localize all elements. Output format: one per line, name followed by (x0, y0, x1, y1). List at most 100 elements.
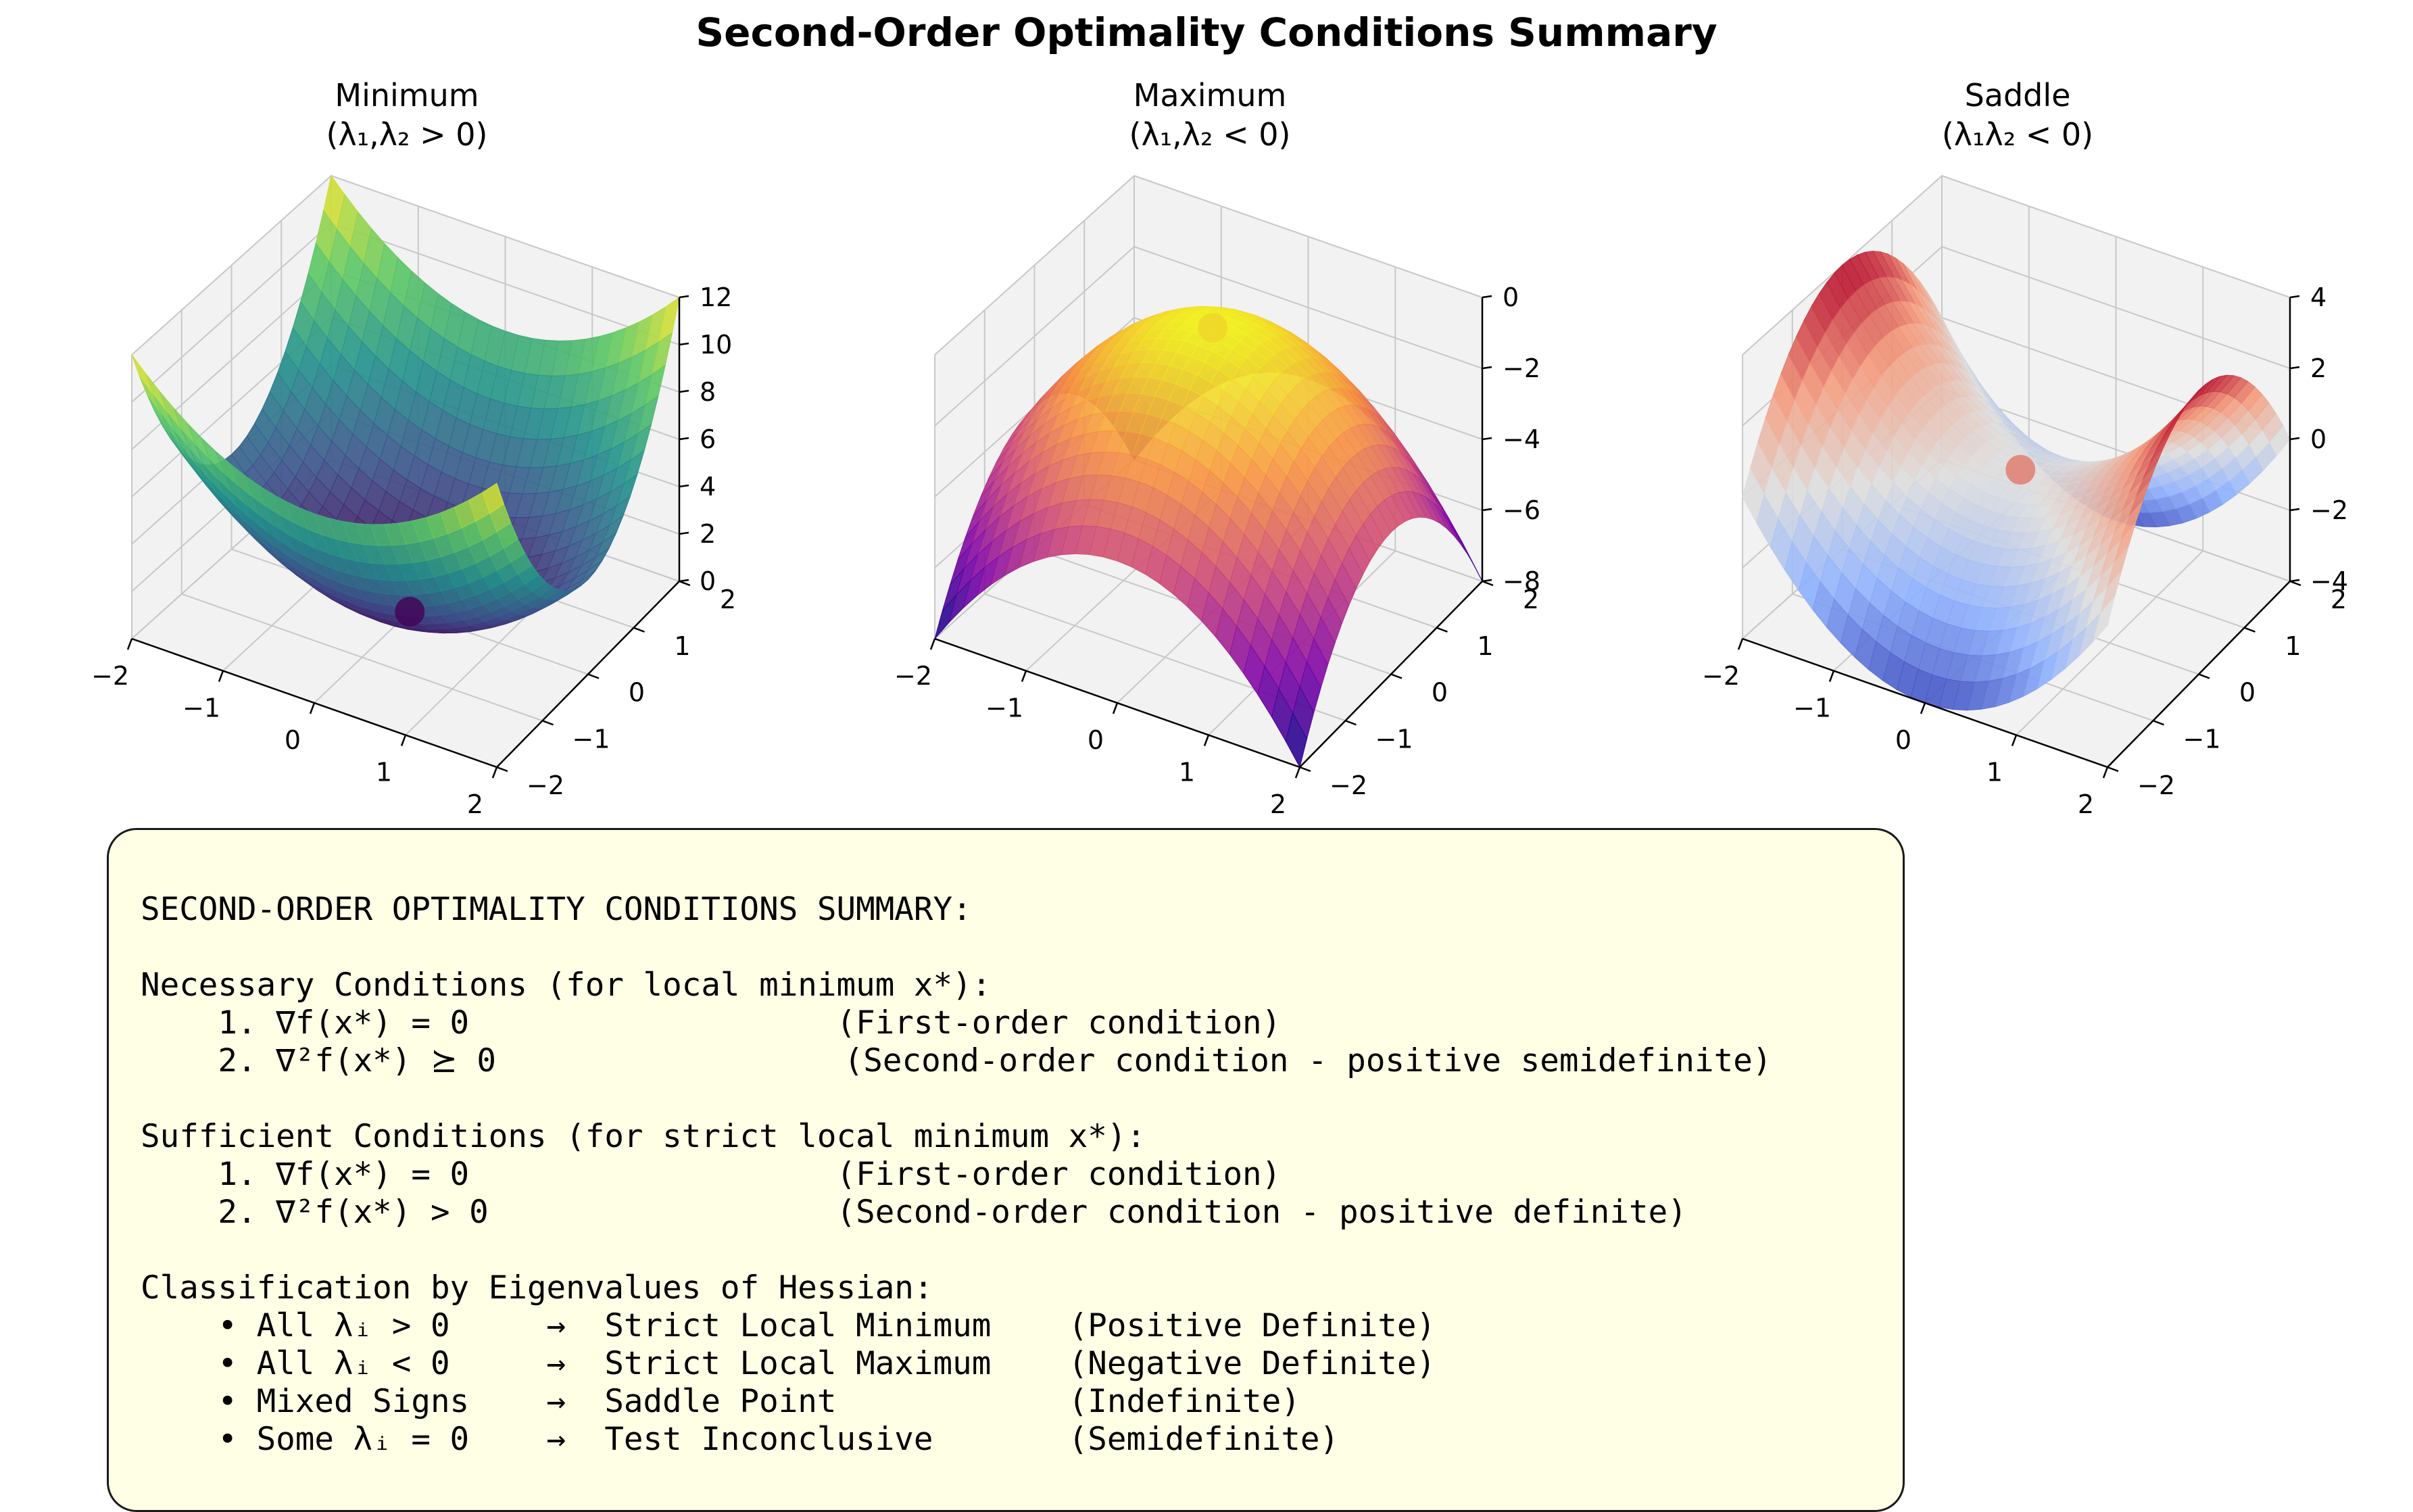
y-tick-label: 1 (2285, 631, 2301, 661)
x-tick (1737, 638, 1744, 650)
z-tick (679, 342, 689, 346)
x-tick-label: 1 (1179, 758, 1195, 787)
x-tick-label: −1 (1793, 693, 1831, 723)
x-tick (1920, 702, 1926, 714)
wall-grid-z-left (131, 175, 332, 356)
x-tick (1112, 702, 1119, 714)
floor-grid-x (2016, 550, 2203, 736)
z-tick (679, 531, 689, 535)
y-tick (1299, 766, 1311, 773)
z-tick-label: −4 (2310, 566, 2348, 596)
y-tick-label: 0 (629, 678, 645, 708)
z-tick-label: 6 (700, 424, 716, 454)
surface-plots: −2−1012−2−1012024681012−2−1012−2−10120−2… (91, 174, 2348, 819)
y-tick-label: 0 (2239, 678, 2256, 708)
surface (1742, 251, 2291, 711)
critical-point-marker (395, 597, 425, 627)
summary-text: SECOND-ORDER OPTIMALITY CONDITIONS SUMMA… (141, 891, 1772, 1458)
y-tick (679, 580, 691, 587)
x-tick (1021, 670, 1027, 682)
wall-grid-z-right (1941, 246, 2291, 369)
x-tick-label: 1 (1987, 758, 2003, 787)
x-tick (2102, 766, 2109, 779)
x-tick (929, 638, 936, 650)
panel-title-saddle: Saddle (λ₁λ₂ < 0) (1781, 76, 2254, 154)
surface (934, 306, 1483, 769)
y-tick (2198, 673, 2210, 679)
wall-grid-z-right (1134, 246, 1483, 369)
z-tick (2289, 579, 2300, 583)
y-tick-label: −2 (2137, 771, 2175, 800)
x-tick (400, 735, 407, 746)
z-tick (1482, 508, 1492, 512)
z-tick (2289, 295, 2300, 299)
x-tick (2011, 735, 2018, 746)
y-tick (1390, 673, 1403, 679)
panel-title-minimum: Minimum (λ₁,λ₂ > 0) (170, 76, 643, 154)
wall-grid-z-right (1134, 175, 1483, 298)
x-tick-label: −1 (985, 693, 1023, 723)
surface-patch (482, 483, 504, 514)
x-tick-label: −2 (894, 661, 932, 691)
z-tick-label: 10 (700, 330, 732, 360)
surface-patch (2093, 597, 2115, 642)
z-tick-label: −4 (1503, 424, 1540, 454)
z-tick-label: −8 (1503, 566, 1540, 596)
z-tick-label: 8 (700, 377, 716, 407)
surface (131, 174, 680, 634)
z-tick-label: 4 (2310, 283, 2326, 312)
wall-grid-z-right (331, 222, 680, 345)
y-tick-label: −1 (572, 724, 610, 754)
x-tick-label: −1 (182, 693, 220, 723)
x-tick-label: 2 (1270, 789, 1286, 819)
x-tick (218, 670, 224, 682)
wall-grid-z-left (934, 246, 1135, 426)
panel-title-saddle-line1: Saddle (1964, 77, 2071, 114)
z-tick (679, 389, 689, 393)
z-tick-label: −2 (2310, 495, 2348, 525)
x-tick-label: 0 (1895, 725, 1911, 755)
x-tick (491, 766, 498, 779)
y-tick-label: 0 (1432, 678, 1448, 708)
panel-title-maximum-line1: Maximum (1133, 77, 1287, 114)
x-tick-label: 2 (2078, 789, 2094, 819)
z-tick-label: 2 (700, 519, 716, 549)
x-tick-label: 0 (285, 725, 301, 755)
y-tick-label: 1 (1477, 631, 1493, 661)
y-tick (2244, 627, 2256, 633)
y-tick (1345, 720, 1357, 726)
panel-title-minimum-line2: (λ₁,λ₂ > 0) (326, 116, 488, 153)
x-tick (1828, 670, 1835, 682)
y-tick (1482, 580, 1494, 587)
z-tick (679, 484, 689, 488)
wall-grid-z-left (934, 175, 1135, 356)
y-tick-label: 2 (2331, 585, 2347, 614)
summary-box (107, 828, 1905, 1512)
y-tick-label: 2 (1523, 585, 1539, 614)
y-tick (496, 766, 508, 773)
z-tick-label: 0 (1503, 283, 1519, 312)
y-tick-label: −1 (2183, 724, 2220, 754)
z-tick-label: −6 (1503, 495, 1540, 525)
z-tick (2289, 437, 2300, 441)
y-tick (542, 720, 554, 726)
z-tick-label: 2 (2310, 353, 2326, 383)
surface-patch (1285, 712, 1307, 769)
z-tick (1482, 437, 1492, 441)
x-tick-label: 2 (467, 789, 483, 819)
y-tick (1436, 627, 1448, 633)
z-tick (1482, 579, 1492, 583)
x-tick (1294, 766, 1301, 779)
z-tick (679, 295, 689, 299)
panel-title-saddle-line2: (λ₁λ₂ < 0) (1941, 116, 2094, 153)
z-tick (1482, 295, 1492, 299)
x-tick-label: −2 (91, 661, 129, 691)
y-tick-label: −1 (1375, 724, 1413, 754)
wall-grid-z-right (331, 175, 680, 298)
y-tick (2153, 720, 2164, 726)
z-tick-label: 0 (700, 566, 716, 596)
panel-title-maximum-line2: (λ₁,λ₂ < 0) (1129, 116, 1291, 153)
